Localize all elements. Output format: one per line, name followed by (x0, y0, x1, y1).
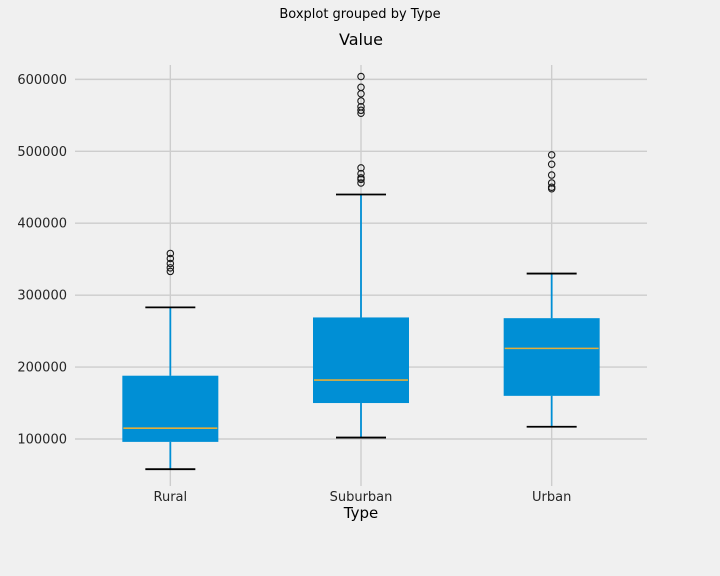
outlier-urban (547, 171, 556, 179)
box-urban (503, 318, 600, 396)
outlier-urban (547, 151, 556, 159)
outlier-suburban (357, 164, 365, 172)
box-rural (122, 375, 219, 442)
x-axis-label: Type (343, 504, 379, 522)
outlier-rural (166, 264, 175, 272)
outlier-suburban (357, 106, 365, 115)
outlier-rural (166, 254, 175, 263)
outlier-suburban (357, 97, 365, 105)
chart-title: Boxplot grouped by Type (279, 7, 441, 22)
outlier-rural (166, 267, 175, 276)
box-suburban (313, 317, 409, 404)
y-tick-label: 200000 (17, 361, 67, 376)
x-tick-label: Suburban (330, 490, 393, 505)
outlier-suburban (357, 83, 365, 92)
y-tick-label: 100000 (17, 433, 67, 448)
outlier-rural (166, 259, 175, 268)
x-tick-label: Urban (532, 490, 571, 505)
outlier-suburban (357, 102, 365, 111)
outlier-suburban (357, 72, 365, 81)
y-tick-label: 300000 (17, 289, 67, 304)
outlier-urban (547, 179, 556, 187)
outlier-suburban (357, 174, 365, 182)
axes-title: Value (339, 30, 383, 49)
outlier-rural (166, 249, 175, 258)
outlier-suburban (357, 169, 365, 178)
y-tick-label: 600000 (17, 73, 67, 88)
outlier-urban (547, 160, 556, 169)
y-tick-label: 500000 (17, 145, 67, 160)
x-tick-label: Rural (154, 490, 188, 505)
outlier-urban (547, 183, 556, 192)
outlier-suburban (357, 179, 365, 187)
y-tick-label: 400000 (17, 217, 67, 232)
